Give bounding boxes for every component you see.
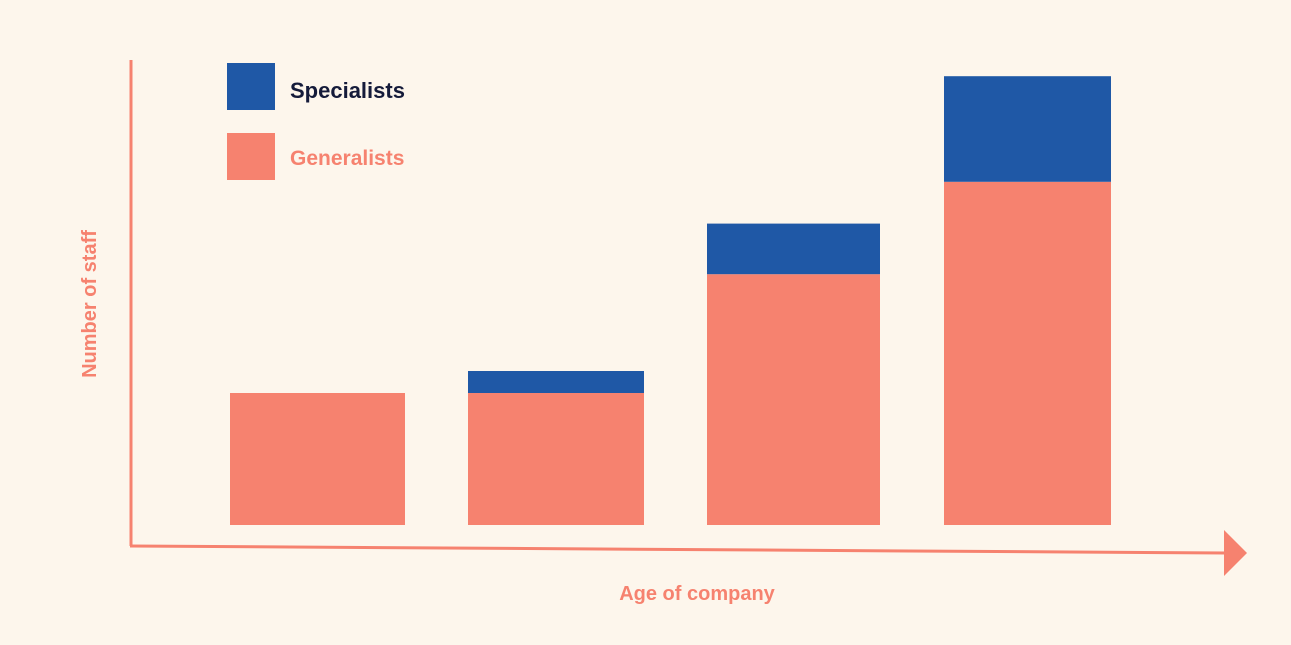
bar-generalists-3 [707, 274, 880, 525]
bar-generalists-4 [944, 181, 1111, 526]
bar-generalists-2 [468, 393, 644, 525]
legend: Specialists Generalists [227, 63, 405, 180]
y-axis-label: Number of staff [79, 230, 101, 378]
bar-specialists-4 [944, 76, 1111, 182]
bar-specialists-2 [468, 371, 644, 393]
legend-label-specialists: Specialists [290, 78, 405, 103]
bars-group [230, 76, 1111, 526]
x-axis-label: Age of company [619, 583, 775, 605]
legend-swatch-generalists [227, 133, 275, 180]
x-axis-line [129, 544, 1227, 555]
x-axis-arrowhead [1224, 530, 1247, 576]
bar-generalists-1 [230, 393, 405, 525]
legend-swatch-specialists [227, 63, 275, 110]
bar-specialists-3 [707, 223, 880, 275]
legend-label-generalists: Generalists [290, 147, 404, 170]
